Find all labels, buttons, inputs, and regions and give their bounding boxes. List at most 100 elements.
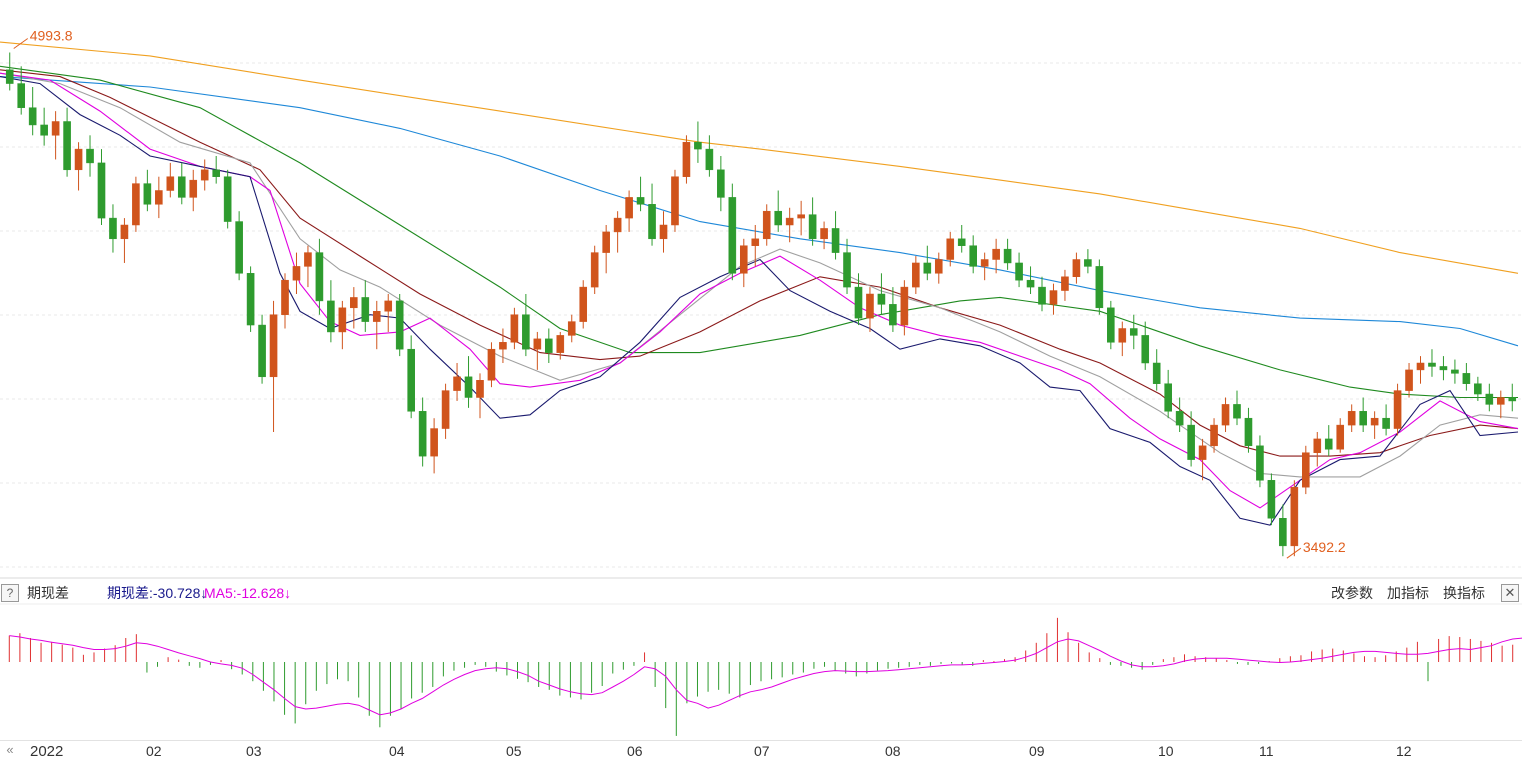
candle-body — [476, 380, 484, 398]
candle-body — [957, 238, 966, 246]
candle-body — [177, 176, 186, 198]
high-label: 4993.8 — [30, 28, 73, 44]
help-icon[interactable]: ? — [1, 584, 19, 602]
candle-body — [51, 121, 60, 136]
candle-body — [912, 262, 920, 288]
add-indicator-button[interactable]: 加指标 — [1387, 585, 1429, 601]
candle-body — [1279, 518, 1287, 547]
candle-body — [522, 314, 530, 350]
candle-body — [155, 190, 163, 205]
candle-body — [499, 342, 507, 350]
candle-body — [717, 169, 725, 198]
candle-body — [28, 107, 37, 126]
candle-body — [1210, 424, 1218, 447]
x-axis: « 2022 02 03 04 05 06 07 08 09 10 11 12 — [0, 740, 1522, 766]
candle-body — [1026, 279, 1035, 288]
candle-body — [762, 210, 771, 240]
candle-body — [384, 300, 393, 312]
candle-body — [120, 224, 129, 240]
candle-body — [866, 293, 874, 319]
candle-body — [1038, 286, 1046, 305]
candle-body — [212, 169, 220, 177]
candle-body — [613, 217, 622, 233]
switch-indicator-button[interactable]: 换指标 — [1443, 585, 1485, 601]
candle-body — [1084, 259, 1092, 267]
candle-body — [1302, 452, 1310, 488]
candle-body — [223, 176, 232, 222]
extreme-annotations: 4993.8 3492.2 — [13, 28, 1346, 559]
x-tick-label: 09 — [1029, 743, 1045, 759]
candle-body — [407, 348, 415, 412]
candle-body — [1221, 404, 1230, 426]
ma-line-3 — [0, 69, 1519, 457]
ma-line-2 — [0, 65, 1518, 399]
candle-body — [1508, 397, 1517, 402]
candle-body — [533, 338, 542, 350]
ma-line-6 — [0, 76, 1519, 526]
candle-body — [258, 324, 266, 378]
candle-body — [797, 214, 805, 219]
candle-body — [487, 348, 496, 381]
candle-body — [5, 69, 14, 84]
candle-body — [877, 293, 886, 305]
candle-body — [1359, 411, 1367, 426]
candle-body — [1256, 445, 1264, 481]
candle-body — [1095, 266, 1104, 309]
candle-body — [785, 217, 794, 226]
candle-body — [682, 141, 691, 177]
ma-line-0 — [0, 41, 1519, 274]
candle-body — [889, 304, 897, 326]
candle-body — [292, 266, 301, 281]
indicator-header: ? 期现差 期现差:-30.728↓ MA5:-12.628↓ 改参数 加指标 … — [0, 582, 1522, 604]
candle-body — [1347, 411, 1356, 426]
candle-body — [1393, 390, 1402, 429]
candle-body — [556, 335, 565, 353]
candle-body — [1474, 383, 1482, 395]
candle-body — [728, 197, 737, 274]
candle-body — [1175, 411, 1184, 426]
spread-indicator-panel — [8, 617, 1522, 736]
candle-body — [453, 376, 461, 391]
x-tick-label: 08 — [885, 743, 901, 759]
candle-body — [1141, 335, 1150, 364]
candle-body — [132, 183, 140, 226]
candle-body — [338, 307, 347, 333]
candlesticks — [5, 52, 1517, 557]
candle-body — [63, 121, 71, 171]
candle-body — [1462, 373, 1471, 384]
close-icon[interactable]: ✕ — [1501, 584, 1519, 602]
ma-line-4 — [0, 72, 1519, 478]
candle-body — [1129, 328, 1138, 336]
down-arrow-icon: ↓ — [200, 585, 208, 601]
candle-body — [923, 262, 932, 274]
candle-body — [980, 259, 989, 267]
moving-average-lines — [0, 41, 1519, 526]
candle-body — [1451, 369, 1459, 374]
candle-body — [590, 252, 599, 288]
scroll-left-icon[interactable]: « — [6, 742, 14, 757]
candle-body — [1198, 445, 1207, 460]
candle-body — [1405, 369, 1413, 391]
candle-body — [510, 314, 519, 343]
candle-body — [269, 314, 278, 378]
candle-body — [992, 248, 1000, 260]
candle-body — [705, 148, 714, 171]
candle-body — [1439, 366, 1448, 371]
candle-body — [648, 204, 656, 240]
candle-body — [304, 252, 312, 267]
modify-params-button[interactable]: 改参数 — [1331, 585, 1373, 601]
candle-body — [934, 259, 943, 274]
x-tick-label: 04 — [389, 743, 405, 759]
candle-body — [1313, 438, 1322, 453]
candle-body — [1003, 248, 1012, 264]
ma-line-1 — [0, 76, 1519, 347]
candle-body — [418, 411, 427, 457]
candle-body — [946, 238, 955, 260]
candle-body — [1187, 424, 1195, 460]
candle-body — [361, 297, 370, 322]
x-tick-label: 2022 — [30, 743, 64, 760]
candle-body — [843, 252, 851, 288]
indicator-name: 期现差 — [27, 585, 69, 601]
candle-body — [567, 321, 576, 336]
